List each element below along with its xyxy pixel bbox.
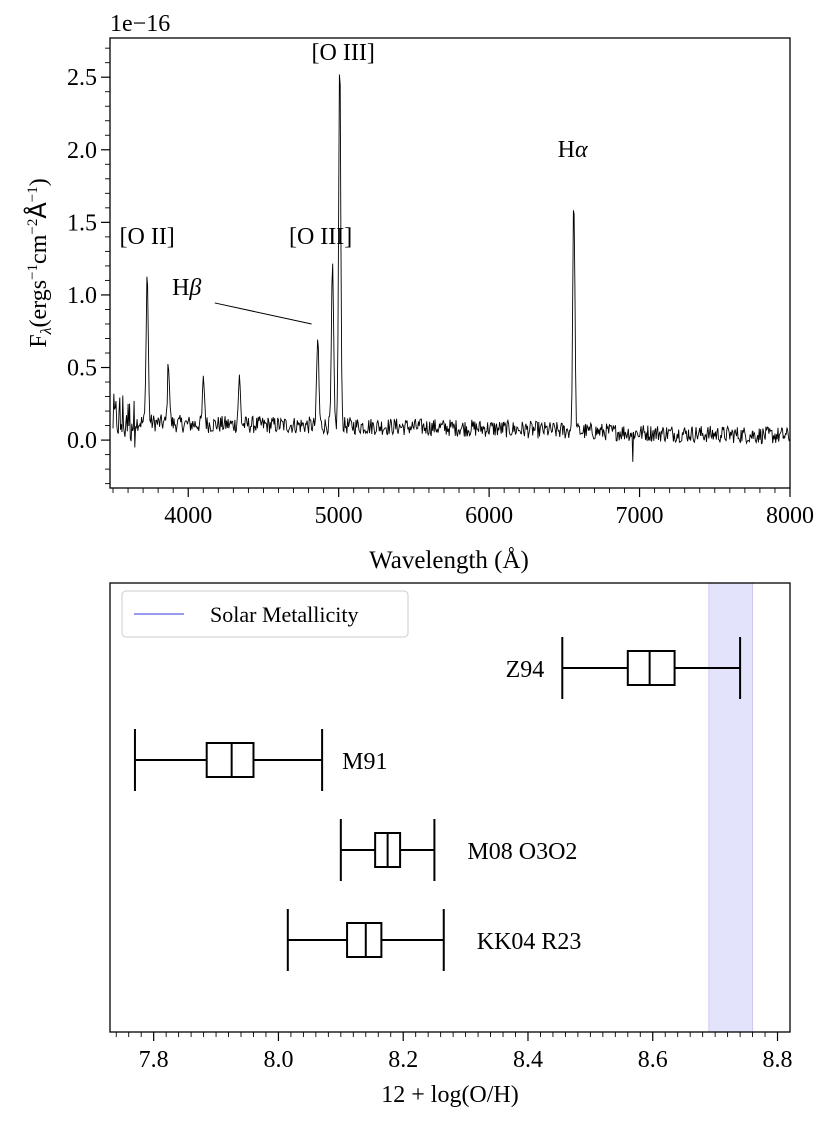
- y-tick-label: 0.0: [67, 428, 97, 454]
- box-label: KK04 R23: [477, 929, 582, 955]
- iqr-box: [626, 650, 676, 686]
- legend-solar-label: Solar Metallicity: [210, 602, 358, 627]
- y-tick-label: 1.5: [67, 210, 97, 236]
- metallicity-ticks: 7.8 8.0 8.2 8.4 8.6 8.8: [115, 1032, 793, 1073]
- line-label: Hβ: [172, 275, 201, 301]
- metallicity-panel: 7.8 8.0 8.2 8.4 8.6 8.8 Z94 M91 M08 O3O2 KK04 R2…: [109, 582, 793, 1108]
- box-plots: Z94 M91 M08 O3O2 KK04 R23: [133, 637, 742, 971]
- metallicity-x-tick-label: 8.6: [638, 1047, 668, 1073]
- box-m08-o3o2: M08 O3O2: [339, 819, 577, 881]
- metallicity-x-tick-label: 8.2: [388, 1047, 418, 1073]
- spectrum-line: [112, 74, 791, 462]
- line-label: Hα: [558, 137, 588, 163]
- legend-frame: [121, 590, 409, 638]
- line-label: [O III]: [312, 40, 375, 66]
- box-label: Z94: [506, 657, 545, 683]
- y-tick-label: 0.5: [67, 356, 97, 382]
- line-annotations: [O II] [O III] [O III] Hα Hβ: [120, 40, 588, 325]
- metallicity-axes-frame: [109, 582, 791, 1033]
- box-label: M08 O3O2: [467, 839, 577, 865]
- hbeta-pointer: [214, 302, 312, 325]
- line-label: [O III]: [289, 224, 352, 250]
- x-tick-label: 7000: [616, 503, 664, 529]
- y-axis-label: Fλ(ergs−1cm−2Å−1): [23, 178, 55, 348]
- solar-metallicity-band: [708, 582, 754, 1033]
- x-tick-label: 8000: [766, 503, 814, 529]
- y-offset-label: 1e−16: [110, 11, 170, 37]
- iqr-box: [205, 742, 255, 778]
- legend: Solar Metallicity: [121, 590, 409, 638]
- x-axis-label: Wavelength (Å): [369, 547, 529, 574]
- y-tick-label: 2.0: [67, 138, 97, 164]
- metallicity-x-axis-label: 12 + log(O/H): [381, 1082, 519, 1108]
- box-kk04-r23: KK04 R23: [286, 909, 582, 971]
- spectrum-axes-frame: [109, 37, 791, 489]
- spectrum-panel: 4000 5000 6000 7000 8000 0.0 0.5 1.0 1.5 2.0 2.5 […: [23, 11, 814, 574]
- x-tick-label: 5000: [315, 503, 363, 529]
- spectrum-ticks: 4000 5000 6000 7000 8000 0.0 0.5 1.0 1.5 2.0 2.5: [67, 47, 814, 529]
- box-label: M91: [342, 749, 387, 775]
- metallicity-x-tick-label: 8.0: [263, 1047, 293, 1073]
- y-tick-label: 2.5: [67, 65, 97, 91]
- metallicity-x-tick-label: 8.8: [763, 1047, 793, 1073]
- box-m91: M91: [133, 729, 387, 791]
- metallicity-x-tick-label: 7.8: [139, 1047, 169, 1073]
- box-z94: Z94: [506, 637, 742, 699]
- metallicity-x-tick-label: 8.4: [513, 1047, 543, 1073]
- iqr-box: [346, 922, 383, 958]
- y-tick-label: 1.0: [67, 283, 97, 309]
- x-tick-label: 4000: [164, 503, 212, 529]
- line-label: [O II]: [120, 224, 175, 250]
- x-tick-label: 6000: [465, 503, 513, 529]
